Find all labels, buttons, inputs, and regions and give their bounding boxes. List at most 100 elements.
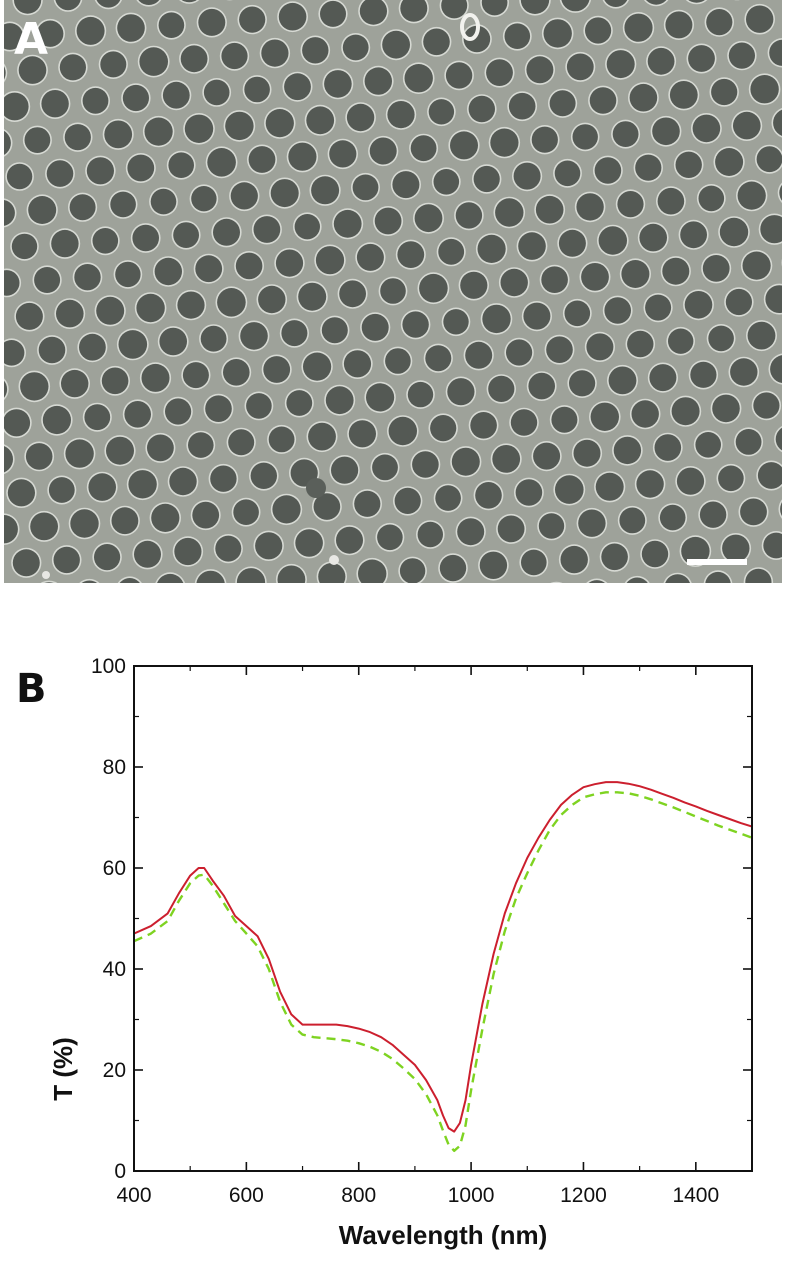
nanohole: [294, 214, 320, 240]
nanohole: [586, 333, 614, 361]
nanohole: [665, 574, 691, 583]
nanohole: [158, 12, 185, 38]
nanohole: [302, 37, 329, 64]
nanohole: [533, 442, 561, 470]
nanohole: [30, 512, 58, 541]
nanohole: [775, 427, 782, 451]
nanohole: [594, 157, 622, 184]
nanohole: [207, 148, 236, 177]
nanohole: [624, 13, 653, 42]
nanohole: [191, 186, 217, 212]
nanohole: [4, 409, 31, 437]
nanohole: [612, 121, 639, 147]
nanohole: [261, 39, 289, 67]
debris-particle: [460, 13, 480, 41]
nanohole: [210, 465, 237, 492]
nanohole: [531, 126, 558, 153]
nanohole: [780, 502, 782, 517]
nanohole: [348, 420, 376, 448]
nanohole: [24, 127, 51, 153]
nanohole: [708, 325, 734, 352]
nanohole: [423, 28, 450, 56]
nanohole: [588, 580, 606, 583]
nanohole: [400, 0, 428, 22]
nanohole: [619, 507, 646, 534]
nanohole: [168, 152, 194, 178]
nanohole: [490, 128, 519, 157]
transmission-chart: B 400 600 800 1000 1200 1400 0 20 40 60 80 100 Wave…: [0, 600, 785, 1262]
nanohole: [18, 56, 47, 84]
nanohole: [541, 266, 568, 294]
nanohole: [695, 432, 721, 458]
nanohole: [200, 325, 227, 352]
nanohole: [706, 9, 733, 36]
nanohole: [445, 62, 473, 89]
nanohole: [769, 39, 782, 66]
nanohole: [233, 499, 259, 525]
nanohole: [523, 302, 551, 330]
nanohole: [407, 381, 434, 408]
nanohole: [268, 426, 295, 453]
nanohole: [404, 63, 433, 93]
y-tick-label: 0: [114, 1160, 126, 1183]
nanohole: [719, 217, 749, 247]
nanohole: [42, 405, 71, 435]
nanohole: [258, 285, 286, 314]
nanohole: [417, 521, 443, 548]
scale-bar: [687, 559, 747, 565]
nanohole: [636, 470, 664, 498]
nanohole: [38, 336, 66, 364]
nanohole: [428, 99, 455, 125]
nanohole: [169, 467, 197, 496]
y-tick-label: 80: [103, 756, 126, 779]
nanohole: [306, 106, 335, 135]
nanohole: [4, 270, 20, 296]
nanohole: [473, 165, 500, 193]
nanohole: [581, 263, 609, 291]
nanohole: [41, 90, 69, 118]
hole-rim: [781, 258, 782, 267]
nanohole: [747, 321, 776, 350]
nanohole: [690, 361, 717, 388]
nanohole: [358, 559, 387, 583]
nanohole: [538, 513, 565, 539]
nanohole: [392, 171, 420, 199]
nanohole: [654, 434, 682, 461]
nanohole: [470, 412, 497, 439]
nanohole: [645, 294, 672, 321]
nanohole: [675, 151, 702, 178]
nanohole: [223, 359, 250, 386]
nanohole: [604, 0, 628, 7]
nanohole: [698, 185, 725, 212]
nanohole: [281, 320, 308, 347]
nanohole: [239, 6, 266, 33]
hole-rim: [40, 580, 58, 583]
nanohole: [203, 79, 230, 106]
series-line-dashed: [134, 791, 752, 1152]
nanohole: [372, 454, 398, 481]
nanohole: [192, 501, 220, 529]
nanohole: [526, 56, 554, 84]
nanohole: [361, 313, 389, 341]
nanohole: [601, 543, 628, 571]
nanohole: [481, 0, 508, 16]
nanohole: [6, 163, 33, 190]
nanohole: [331, 456, 359, 484]
nanohole: [750, 75, 779, 104]
y-tick-label: 20: [103, 1059, 126, 1082]
nanohole: [286, 390, 313, 416]
nanohole: [150, 188, 177, 215]
nanohole: [757, 462, 782, 489]
nanohole: [44, 582, 54, 583]
nanohole: [28, 196, 57, 224]
nanohole: [598, 226, 627, 255]
nanohole: [627, 330, 654, 358]
nanohole: [100, 51, 127, 78]
nanohole: [688, 45, 715, 72]
nanohole: [439, 554, 467, 582]
nanohole: [173, 222, 200, 249]
x-tick-label: 600: [229, 1184, 264, 1207]
nanohole: [356, 243, 384, 271]
nanohole: [468, 95, 495, 123]
nanohole: [246, 393, 272, 419]
